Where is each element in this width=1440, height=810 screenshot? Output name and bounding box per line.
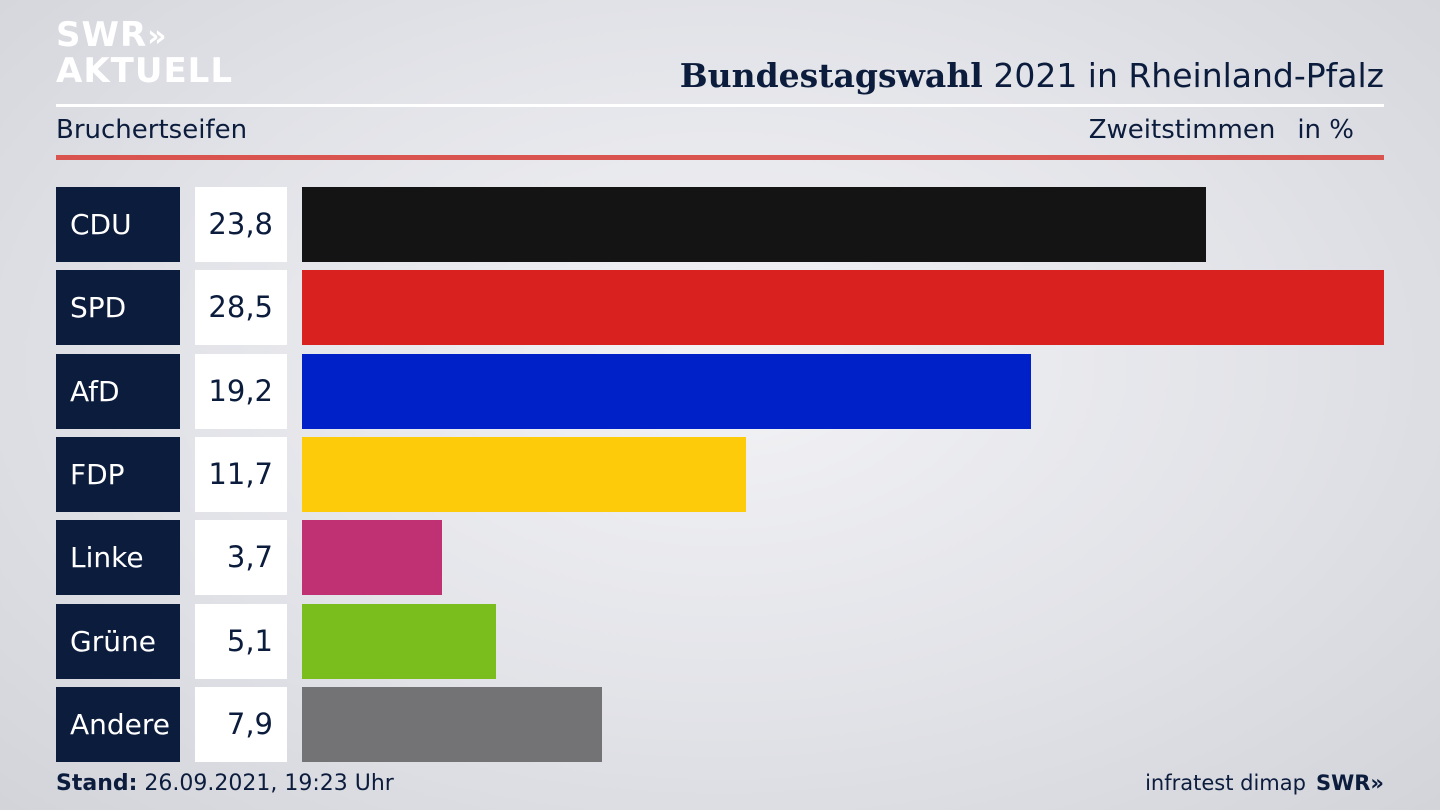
swr-aktuell-logo: SWR» AKTUELL — [56, 18, 233, 88]
chart-title: Bundestagswahl 2021 in Rheinland-Pfalz — [680, 56, 1384, 95]
bar — [302, 270, 1384, 345]
bar — [302, 354, 1031, 429]
header-divider-red — [56, 155, 1384, 160]
vote-type-label: Zweitstimmen in % — [1089, 115, 1354, 145]
bar — [302, 604, 496, 679]
source-text: infratest dimap — [1145, 771, 1306, 795]
logo-swr-text: SWR — [56, 15, 148, 55]
logo-chevron-icon: » — [147, 19, 166, 54]
timestamp-value: 26.09.2021, 19:23 Uhr — [137, 771, 394, 796]
value-label: 19,2 — [195, 354, 287, 429]
municipality-label: Bruchertseifen — [56, 115, 248, 145]
chart-title-bold: Bundestagswahl — [679, 56, 983, 95]
party-label: CDU — [56, 187, 180, 262]
bar — [302, 520, 442, 595]
bar — [302, 687, 602, 762]
value-label: 3,7 — [195, 520, 287, 595]
value-label: 11,7 — [195, 437, 287, 512]
timestamp-label: Stand: — [56, 771, 138, 796]
value-label: 5,1 — [195, 604, 287, 679]
bar — [302, 187, 1206, 262]
value-label: 28,5 — [195, 270, 287, 345]
swr-footer-logo: SWR» — [1315, 771, 1384, 795]
party-label: Andere — [56, 687, 180, 762]
party-label: FDP — [56, 437, 180, 512]
party-label: AfD — [56, 354, 180, 429]
party-label: Grüne — [56, 604, 180, 679]
source-credit: infratest dimap SWR» — [1145, 771, 1384, 795]
bar — [302, 437, 746, 512]
value-label: 23,8 — [195, 187, 287, 262]
unit-label: in % — [1297, 115, 1354, 145]
party-label: Linke — [56, 520, 180, 595]
chart-title-rest: 2021 in Rheinland-Pfalz — [982, 56, 1384, 95]
logo-aktuell-text: AKTUELL — [56, 51, 234, 91]
vote-type-text: Zweitstimmen — [1088, 115, 1276, 145]
party-label: SPD — [56, 270, 180, 345]
timestamp: Stand: 26.09.2021, 19:23 Uhr — [56, 771, 394, 796]
header-divider-white — [56, 104, 1384, 107]
value-label: 7,9 — [195, 687, 287, 762]
logo-line-1: SWR» — [56, 18, 233, 54]
